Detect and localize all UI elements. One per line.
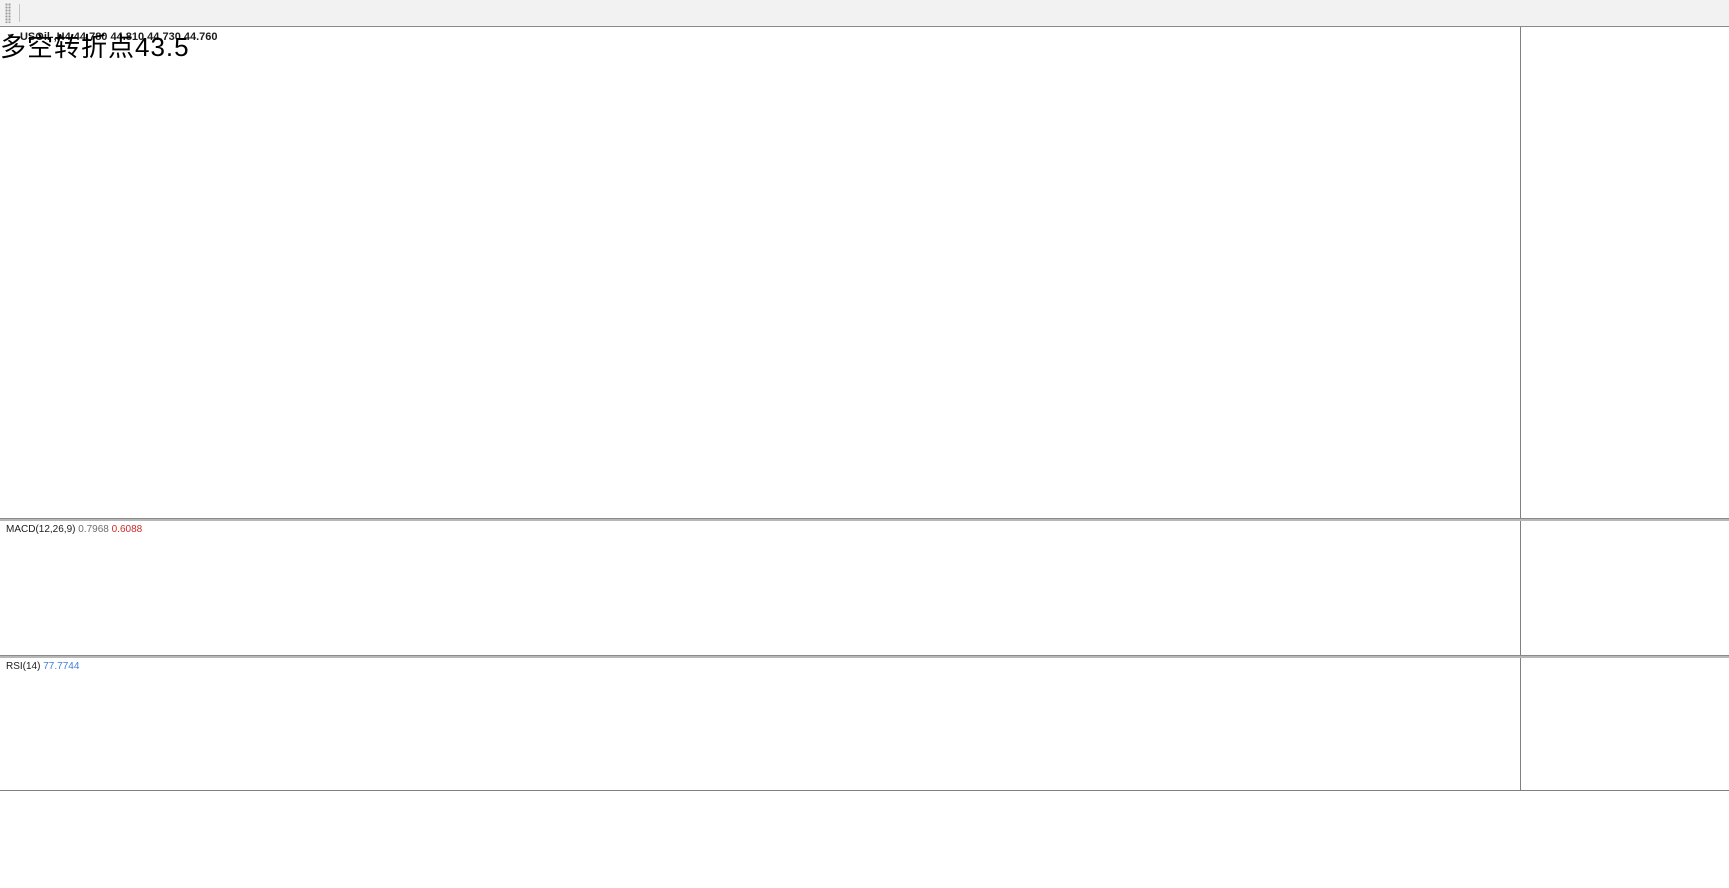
rsi-title: RSI(14) 77.7744 — [6, 661, 79, 672]
price-plot[interactable] — [0, 27, 1520, 518]
macd-panel[interactable]: MACD(12,26,9) 0.7968 0.6088 — [0, 521, 1729, 655]
macd-axis[interactable] — [1520, 521, 1729, 655]
toolbar — [0, 0, 1729, 27]
main-chart-panel[interactable]: ▼ USOil-,H4 44.780 44.810 44.730 44.760 … — [0, 27, 1729, 518]
symbol-label: USOil-,H4 — [19, 31, 71, 43]
rsi-label: RSI(14) — [6, 661, 41, 672]
rsi-plot[interactable] — [0, 658, 1520, 790]
macd-signal-value: 0.6088 — [111, 524, 143, 535]
toolbar-grip[interactable] — [5, 3, 11, 23]
annotation-text[interactable]: 多空转折点43.5 — [0, 32, 190, 62]
panel-splitter[interactable] — [0, 518, 1729, 521]
rsi-panel[interactable]: RSI(14) 77.7744 — [0, 658, 1729, 790]
chart-area: ▼ USOil-,H4 44.780 44.810 44.730 44.760 … — [0, 27, 1729, 888]
price-axis[interactable] — [1520, 27, 1729, 518]
panel-splitter[interactable] — [0, 655, 1729, 658]
symbol-triangle-icon: ▼ — [6, 32, 14, 41]
macd-main-value: 0.7968 — [78, 524, 109, 535]
macd-label: MACD(12,26,9) — [6, 524, 76, 535]
macd-plot[interactable] — [0, 521, 1520, 655]
chart-title: ▼ USOil-,H4 44.780 44.810 44.730 44.760 — [6, 31, 218, 43]
macd-title: MACD(12,26,9) 0.7968 0.6088 — [6, 524, 142, 535]
ohlc-values: 44.780 44.810 44.730 44.760 — [73, 31, 218, 43]
time-axis[interactable] — [0, 790, 1729, 809]
rsi-value: 77.7744 — [43, 661, 80, 672]
empty-area — [0, 809, 1729, 888]
toolbar-separator — [19, 4, 20, 22]
rsi-axis[interactable] — [1520, 658, 1729, 790]
